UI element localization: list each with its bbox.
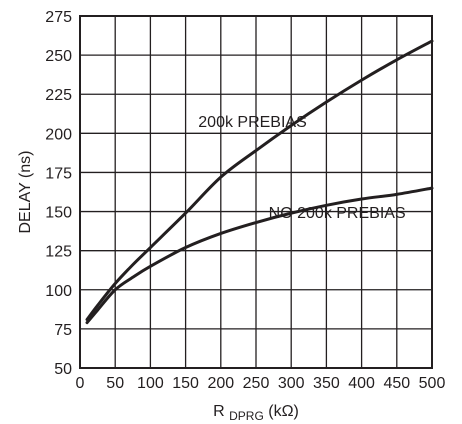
x-tick-label: 350 — [313, 375, 340, 392]
y-tick-label: 50 — [54, 361, 72, 378]
x-tick-label: 100 — [137, 375, 164, 392]
series-line-prebias — [85, 39, 434, 322]
x-axis-title: R DPRG (kΩ) — [213, 403, 299, 424]
y-tick-label: 100 — [45, 283, 72, 300]
y-tick-label: 125 — [45, 244, 72, 261]
y-tick-label: 150 — [45, 205, 72, 222]
x-tick-label: 400 — [348, 375, 375, 392]
series-layer — [85, 39, 434, 325]
x-tick-label: 500 — [419, 375, 446, 392]
x-axis-title-main: R — [213, 403, 225, 420]
x-tick-label: 50 — [106, 375, 124, 392]
x-tick-label: 200 — [207, 375, 234, 392]
annotation-prebias: 200k PREBIAS — [198, 114, 307, 131]
y-tick-labels: 50 75 100 125 150 175 200 225 250 275 — [45, 9, 72, 378]
series-line-no-prebias — [85, 186, 434, 325]
x-axis-title-unit: (kΩ) — [268, 403, 299, 420]
y-tick-label: 250 — [45, 48, 72, 65]
x-tick-label: 450 — [383, 375, 410, 392]
x-tick-label: 0 — [76, 375, 85, 392]
y-axis-title: DELAY (ns) — [17, 151, 34, 234]
x-tick-label: 300 — [278, 375, 305, 392]
x-axis-title-subscript: DPRG — [229, 409, 264, 423]
y-tick-label: 75 — [54, 322, 72, 339]
y-tick-label: 200 — [45, 126, 72, 143]
y-tick-label: 225 — [45, 87, 72, 104]
annotation-no-prebias: NO 200k PREBIAS — [269, 205, 406, 222]
x-tick-labels: 0 50 100 150 200 250 300 350 400 450 500 — [76, 375, 446, 392]
series-annotations: 200k PREBIAS NO 200k PREBIAS — [198, 114, 405, 222]
y-tick-label: 275 — [45, 9, 72, 26]
x-tick-label: 250 — [243, 375, 270, 392]
x-tick-label: 150 — [172, 375, 199, 392]
plot-frame — [79, 15, 433, 369]
y-tick-label: 175 — [45, 165, 72, 182]
grid-lines — [80, 16, 432, 368]
